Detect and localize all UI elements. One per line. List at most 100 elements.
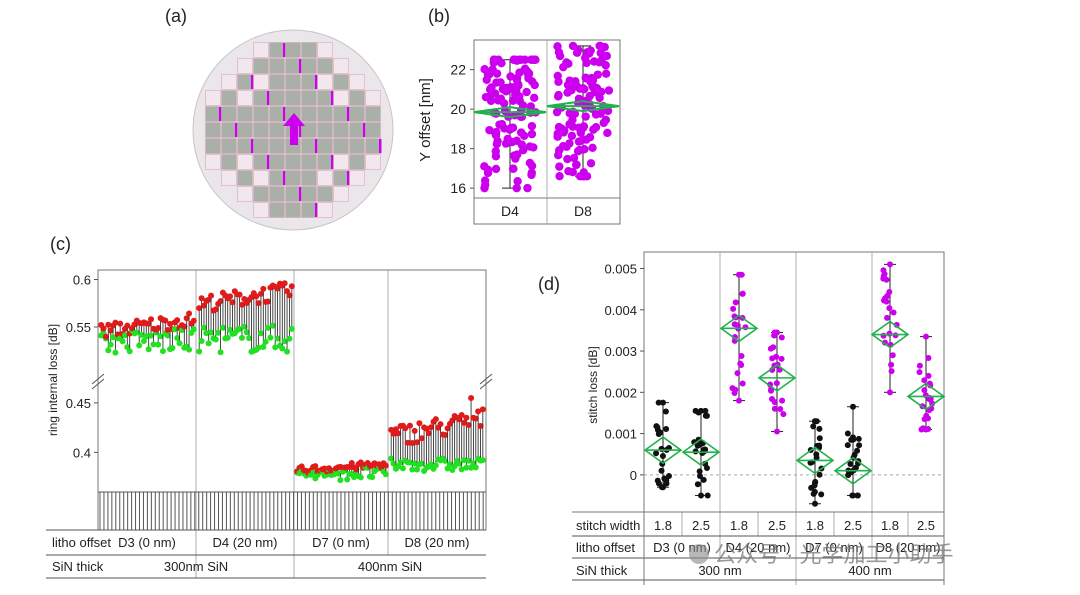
chart-d-point: [731, 390, 738, 397]
wafer-die: [205, 122, 221, 138]
chart-c-axis-break: [91, 373, 493, 390]
chart-b-point: [494, 55, 503, 64]
chart-d-litho-d4: D4 (20 nm): [725, 540, 790, 555]
chart-b-point: [492, 69, 502, 78]
chart-d-point: [847, 460, 854, 467]
chart-c-point-red: [117, 320, 124, 327]
chart-d-point: [929, 400, 936, 407]
chart-d-point: [657, 429, 664, 436]
chart-d-point: [695, 409, 702, 416]
chart-c-point-green: [190, 326, 197, 333]
chart-c-point-red: [418, 435, 425, 442]
wafer-die: [317, 154, 333, 170]
watermark-text: 公众号 · 光学加工小助手: [714, 542, 954, 567]
wafer-die: [253, 186, 269, 202]
chart-b-point: [526, 102, 536, 111]
wafer-die: [253, 106, 269, 122]
chart-b-point: [511, 90, 520, 99]
panel-label-a: (a): [165, 6, 187, 26]
wafer-die: [333, 90, 349, 106]
wafer-die: [253, 202, 269, 218]
chart-c-point-green: [203, 330, 210, 337]
chart-c-point-green: [208, 329, 215, 336]
chart-d-point: [811, 418, 818, 425]
panel-label-d: (d): [538, 274, 560, 294]
chart-b-point: [601, 69, 611, 78]
chart-c-point-red: [255, 300, 262, 307]
chart-c-point-green: [148, 332, 155, 339]
chart-c-point-green: [107, 341, 114, 348]
chart-c-point-green: [284, 348, 291, 355]
wafer-stitch-mark: [363, 123, 366, 137]
chart-d-point: [810, 490, 817, 497]
chart-c-point-green: [472, 464, 479, 471]
wafer-die: [301, 58, 317, 74]
wafer-die: [221, 154, 237, 170]
chart-d-ytick-label: 0: [630, 468, 637, 483]
chart-d-point: [703, 464, 710, 471]
chart-d-point: [888, 368, 895, 375]
chart-c-point-red: [428, 424, 435, 431]
chart-d-ylabel: stitch loss [dB]: [586, 346, 600, 423]
chart-d-width-label: 1.8: [806, 518, 824, 533]
chart-c-point-green: [164, 332, 171, 339]
wafer-die: [285, 42, 301, 58]
chart-b-point: [557, 124, 566, 133]
wafer-stitch-mark: [267, 155, 270, 169]
chart-c-point-green: [238, 334, 245, 341]
chart-c-point-green: [468, 464, 475, 471]
chart-c-point-red: [183, 315, 190, 322]
chart-d-point: [768, 387, 775, 394]
wafer-die: [349, 138, 365, 154]
chart-c-point-green: [451, 463, 458, 470]
wafer-die: [269, 42, 285, 58]
chart-c-point-green: [224, 334, 231, 341]
wafer-die: [349, 106, 365, 122]
chart-c-litho-d3: D3 (0 nm): [118, 535, 176, 550]
chart-c-point-red: [425, 430, 432, 437]
chart-d-point: [771, 405, 778, 412]
wafer-die: [317, 90, 333, 106]
chart-c-point-red: [468, 394, 475, 401]
chart-d-frame: [643, 251, 945, 513]
chart-b-point: [502, 83, 511, 93]
wafer-die: [365, 122, 381, 138]
wafer-die: [237, 170, 253, 186]
chart-d-point: [698, 492, 704, 499]
chart-b-point: [485, 125, 494, 135]
chart-d-point: [816, 425, 823, 432]
chart-c-point-green: [119, 338, 126, 345]
wafer-die: [237, 186, 253, 202]
chart-c-point-green: [344, 476, 351, 483]
wafer-die: [221, 74, 237, 90]
wafer-stitch-mark: [267, 91, 270, 105]
chart-b-ytick-label: 20: [450, 101, 466, 117]
chart-d-point: [880, 332, 887, 339]
chart-c-point-red: [100, 325, 107, 332]
chart-b-point: [596, 87, 606, 96]
wafer-die: [317, 74, 333, 90]
wafer-die: [317, 138, 333, 154]
wafer-die: [365, 106, 381, 122]
wafer-die: [285, 170, 301, 186]
chart-d-point: [810, 423, 817, 430]
chart-c-point-red: [409, 440, 416, 447]
chart-c-point-green: [105, 347, 112, 354]
chart-b-point: [581, 73, 590, 82]
chart-c-point-green: [140, 338, 147, 345]
chart-c-point-green: [458, 466, 465, 473]
wafer-die: [349, 170, 365, 186]
chart-d-point: [655, 480, 662, 487]
chart-d-point: [660, 399, 666, 406]
wafer-die: [237, 90, 253, 106]
chart-c-point-red: [411, 427, 418, 434]
chart-d-point: [777, 405, 784, 412]
chart-c-point-red: [181, 323, 188, 330]
wafer-die: [333, 186, 349, 202]
chart-c-point-red: [442, 432, 449, 439]
chart-c-point-green: [456, 460, 463, 467]
chart-d-litho-d7: D7 (0 nm): [805, 540, 863, 555]
chart-d-point: [700, 476, 707, 483]
chart-c-litho-d4: D4 (20 nm): [212, 535, 277, 550]
wafer-die: [269, 138, 285, 154]
